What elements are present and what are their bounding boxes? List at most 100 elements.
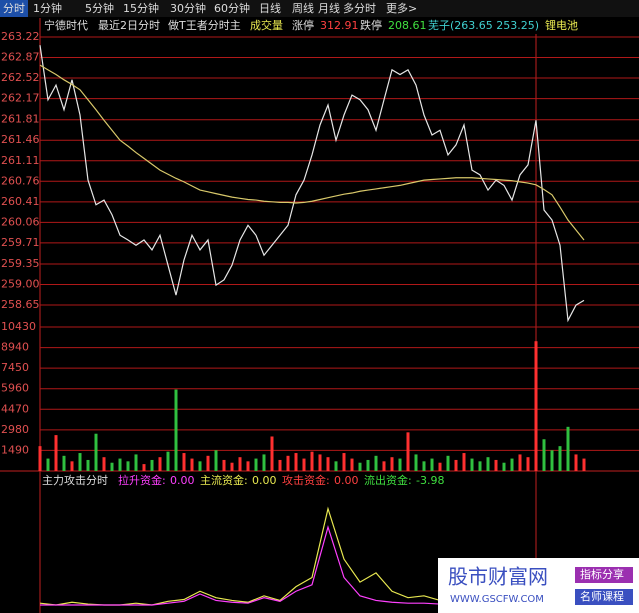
volume-bar <box>366 459 370 471</box>
volume-bar <box>38 446 42 471</box>
volume-label: 成交量 <box>250 18 283 32</box>
readout-value: 0.00 <box>252 474 277 487</box>
volume-bar <box>78 453 82 471</box>
volume-bar <box>182 453 186 471</box>
series-line <box>39 64 585 241</box>
volume-bar <box>174 389 178 471</box>
volume-bar <box>566 426 570 471</box>
volume-bar <box>230 462 234 471</box>
y-tick-label: 259.71 <box>1 236 40 249</box>
toolbar: 分时 1分钟 5分钟 15分钟 30分钟 60分钟 日线 周线 月线 多分时 更… <box>3 1 417 15</box>
volume-bar <box>254 458 258 471</box>
readout-value: 0.00 <box>170 474 195 487</box>
tab[interactable]: 周线 <box>292 1 314 15</box>
volume-bar <box>478 461 482 471</box>
volume-bar <box>166 451 170 471</box>
plots: 263.22 262.87 262.52 262.17 261.81 261.46 261.… <box>1 30 639 606</box>
y-tick-label: 8940 <box>1 341 29 354</box>
sector: 锂电池 <box>545 18 578 32</box>
volume-bar <box>54 435 58 471</box>
volume-bar <box>414 454 418 471</box>
volume-bar <box>374 455 378 471</box>
tab[interactable]: 5分钟 <box>85 1 114 15</box>
volume-bar <box>518 454 522 471</box>
readout-value: 0.00 <box>334 474 359 487</box>
series-line <box>39 45 585 323</box>
volume-bar <box>486 457 490 471</box>
tab[interactable]: 日线 <box>259 1 281 15</box>
volume-bar <box>494 459 498 471</box>
volume-bar <box>238 457 242 471</box>
tab[interactable]: 1分钟 <box>33 1 62 15</box>
tab[interactable]: 15分钟 <box>123 1 159 15</box>
volume-bar <box>158 457 162 471</box>
volume-bar <box>350 458 354 471</box>
y-tick-label: 5960 <box>1 382 29 395</box>
volume-bar <box>462 453 466 471</box>
volume-bar <box>302 458 306 471</box>
price-range: 芜子(263.65 253.25) <box>428 18 539 32</box>
tab[interactable]: 60分钟 <box>214 1 250 15</box>
y-tick-label: 261.46 <box>1 133 40 146</box>
volume-bar <box>406 432 410 471</box>
volume-bar <box>198 461 202 471</box>
volume-bar <box>70 461 74 471</box>
volume-bar <box>574 454 578 471</box>
tab[interactable]: 30分钟 <box>170 1 206 15</box>
tab[interactable]: 月线 <box>318 1 340 15</box>
tag-bg <box>575 589 633 605</box>
tag-bg <box>575 567 633 583</box>
y-tick-label: 262.17 <box>1 92 40 105</box>
y-tick-label: 259.00 <box>1 278 40 291</box>
volume-bar <box>422 461 426 471</box>
volume-bar <box>510 458 514 471</box>
stock-name: 宁德时代 <box>44 18 88 32</box>
volume-bar <box>118 458 122 471</box>
volume-bar <box>550 450 554 471</box>
y-tick-label: 263.22 <box>1 30 40 43</box>
y-tick-label: 4470 <box>1 402 29 415</box>
volume-bar <box>502 462 506 471</box>
tab[interactable]: 更多> <box>386 1 417 15</box>
volume-bar <box>526 457 530 471</box>
y-tick-label: 258.65 <box>1 298 40 311</box>
volume-bar <box>318 454 322 471</box>
watermark-tag: 指标分享 <box>580 567 624 581</box>
limit-up-label: 涨停 <box>292 18 314 32</box>
volume-bar <box>430 458 434 471</box>
active-tab-bg <box>0 0 28 17</box>
volume-bar <box>86 459 90 471</box>
volume-bar <box>262 454 266 471</box>
volume-bar <box>446 455 450 471</box>
tab[interactable]: 多分时 <box>343 1 376 15</box>
volume-bar <box>310 451 314 471</box>
y-tick-label: 1490 <box>1 443 29 456</box>
volume-bar <box>214 450 218 471</box>
watermark: 股市财富网 指标分享 WWW.GSCFW.COM 名师课程 <box>438 558 639 613</box>
volume-bar <box>246 461 250 471</box>
volume-bar <box>286 455 290 471</box>
volume-bar <box>142 464 146 471</box>
readout-name: 拉升资金: <box>118 473 166 487</box>
volume-bar <box>534 341 538 471</box>
y-tick-label: 260.06 <box>1 215 40 228</box>
tab[interactable]: 分时 <box>3 2 25 15</box>
readout-name: 流出资金: <box>364 473 412 487</box>
readout-name: 攻击资金: <box>282 473 330 487</box>
y-tick-label: 260.41 <box>1 195 40 208</box>
indicator-header: 主力攻击分时 <box>42 473 108 487</box>
volume-bar <box>582 458 586 471</box>
readout-name: 主流资金: <box>200 473 248 487</box>
toolbar-bg <box>0 0 639 17</box>
header: 宁德时代 最近2日分时 做T王者分时主 成交量 涨停 312.91 跌停 208… <box>44 18 578 32</box>
period: 最近2日分时 <box>98 19 160 32</box>
indicator-title: 主力攻击分时 <box>42 473 108 487</box>
volume-bar <box>102 457 106 471</box>
volume-bar <box>94 433 98 471</box>
volume-bar <box>398 458 402 471</box>
y-tick-label: 259.35 <box>1 257 40 270</box>
volume-bar <box>382 461 386 471</box>
watermark-tag: 名师课程 <box>580 589 624 603</box>
limit-up: 312.91 <box>320 19 359 32</box>
